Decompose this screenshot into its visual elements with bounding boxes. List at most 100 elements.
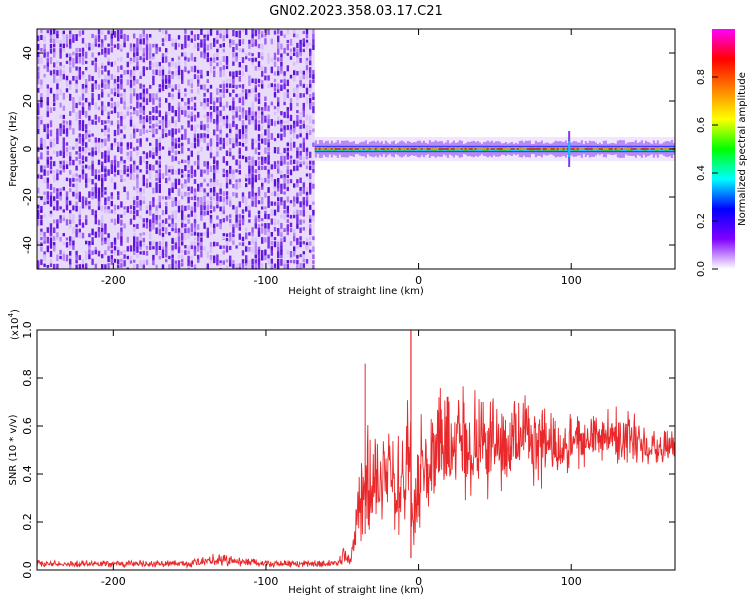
noise-cell: [142, 116, 145, 122]
noise-cell: [72, 38, 75, 43]
noise-cell: [206, 98, 209, 103]
noise-cell: [299, 119, 302, 124]
noise-cell: [200, 205, 203, 211]
signal-cell-core: [380, 148, 383, 150]
noise-cell: [158, 88, 161, 93]
noise-cell: [216, 39, 219, 44]
noise-cell: [91, 169, 94, 176]
noise-cell: [40, 246, 43, 252]
noise-cell: [174, 237, 177, 243]
noise-cell: [280, 156, 283, 162]
noise-cell: [136, 146, 139, 151]
signal-spike-core: [568, 141, 571, 157]
noise-cell: [251, 264, 254, 269]
noise-cell: [53, 52, 56, 58]
noise-cell: [286, 110, 289, 115]
noise-cell: [299, 177, 302, 184]
noise-cell: [216, 53, 219, 58]
noise-cell: [101, 142, 104, 149]
noise-cell: [174, 84, 177, 90]
signal-cell-core: [398, 148, 401, 150]
noise-cell: [305, 132, 309, 140]
noise-cell: [197, 155, 200, 162]
noise-cell: [280, 53, 283, 58]
noise-cell: [270, 177, 273, 182]
noise-cell: [273, 179, 277, 184]
noise-cell: [193, 74, 197, 79]
noise-cell: [277, 254, 280, 259]
noise-cell: [187, 123, 190, 128]
noise-cell: [37, 51, 40, 58]
noise-cell: [120, 258, 123, 263]
noise-cell: [46, 164, 49, 168]
signal-cell-core: [594, 148, 597, 150]
noise-cell: [206, 263, 209, 269]
noise-cell: [270, 66, 273, 74]
noise-cell: [91, 43, 94, 50]
noise-cell: [133, 43, 136, 51]
colorbar-tick-label: 0.4: [696, 165, 707, 181]
noise-cell: [277, 29, 280, 35]
noise-cell: [245, 115, 248, 121]
noise-cell: [254, 245, 257, 252]
noise-cell: [273, 105, 277, 110]
noise-cell: [254, 259, 257, 266]
noise-cell: [219, 93, 222, 100]
noise-cell: [81, 160, 85, 164]
noise-cell: [62, 70, 65, 77]
noise-cell: [91, 60, 94, 66]
noise-cell: [206, 111, 209, 117]
noise-cell: [181, 125, 184, 130]
noise-cell: [113, 79, 117, 86]
noise-cell: [286, 89, 289, 93]
noise-cell: [142, 88, 145, 94]
noise-cell: [136, 246, 139, 253]
noise-cell: [238, 267, 241, 269]
noise-cell: [152, 259, 155, 266]
noise-cell: [219, 260, 222, 265]
signal-cell-core: [640, 148, 643, 150]
noise-cell: [293, 75, 296, 82]
noise-cell: [155, 241, 158, 246]
noise-cell: [309, 173, 312, 180]
noise-cell: [225, 141, 229, 147]
noise-cell: [136, 183, 139, 190]
noise-cell: [264, 237, 267, 243]
noise-cell: [209, 111, 213, 118]
noise-cell: [117, 259, 120, 265]
noise-cell: [81, 201, 85, 209]
noise-cell: [181, 80, 184, 84]
noise-cell: [209, 188, 213, 194]
noise-cell: [286, 142, 289, 147]
noise-cell: [145, 160, 149, 165]
noise-cell: [177, 65, 181, 72]
noise-cell: [101, 183, 104, 189]
noise-cell: [229, 232, 232, 240]
noise-cell: [101, 39, 104, 45]
noise-cell: [302, 241, 305, 245]
noise-cell: [190, 150, 193, 157]
noise-cell: [261, 30, 264, 35]
noise-cell: [62, 124, 65, 131]
noise-cell: [72, 191, 75, 197]
noise-cell: [273, 218, 277, 226]
noise-cell: [293, 251, 296, 257]
noise-cell: [299, 80, 302, 87]
noise-cell: [97, 196, 101, 202]
noise-cell: [206, 134, 209, 139]
noise-cell: [235, 222, 238, 228]
noise-cell: [62, 34, 65, 41]
noise-cell: [193, 102, 197, 108]
noise-cell: [193, 191, 197, 196]
noise-cell: [171, 60, 174, 67]
noise-cell: [59, 255, 62, 260]
noise-cell: [193, 173, 197, 177]
noise-cell: [251, 258, 254, 265]
noise-cell: [193, 133, 197, 140]
noise-cell: [123, 170, 126, 175]
noise-cell: [79, 269, 81, 273]
noise-cell: [133, 80, 136, 86]
noise-cell: [232, 205, 235, 210]
noise-cell: [181, 174, 184, 178]
noise-cell: [59, 206, 62, 210]
